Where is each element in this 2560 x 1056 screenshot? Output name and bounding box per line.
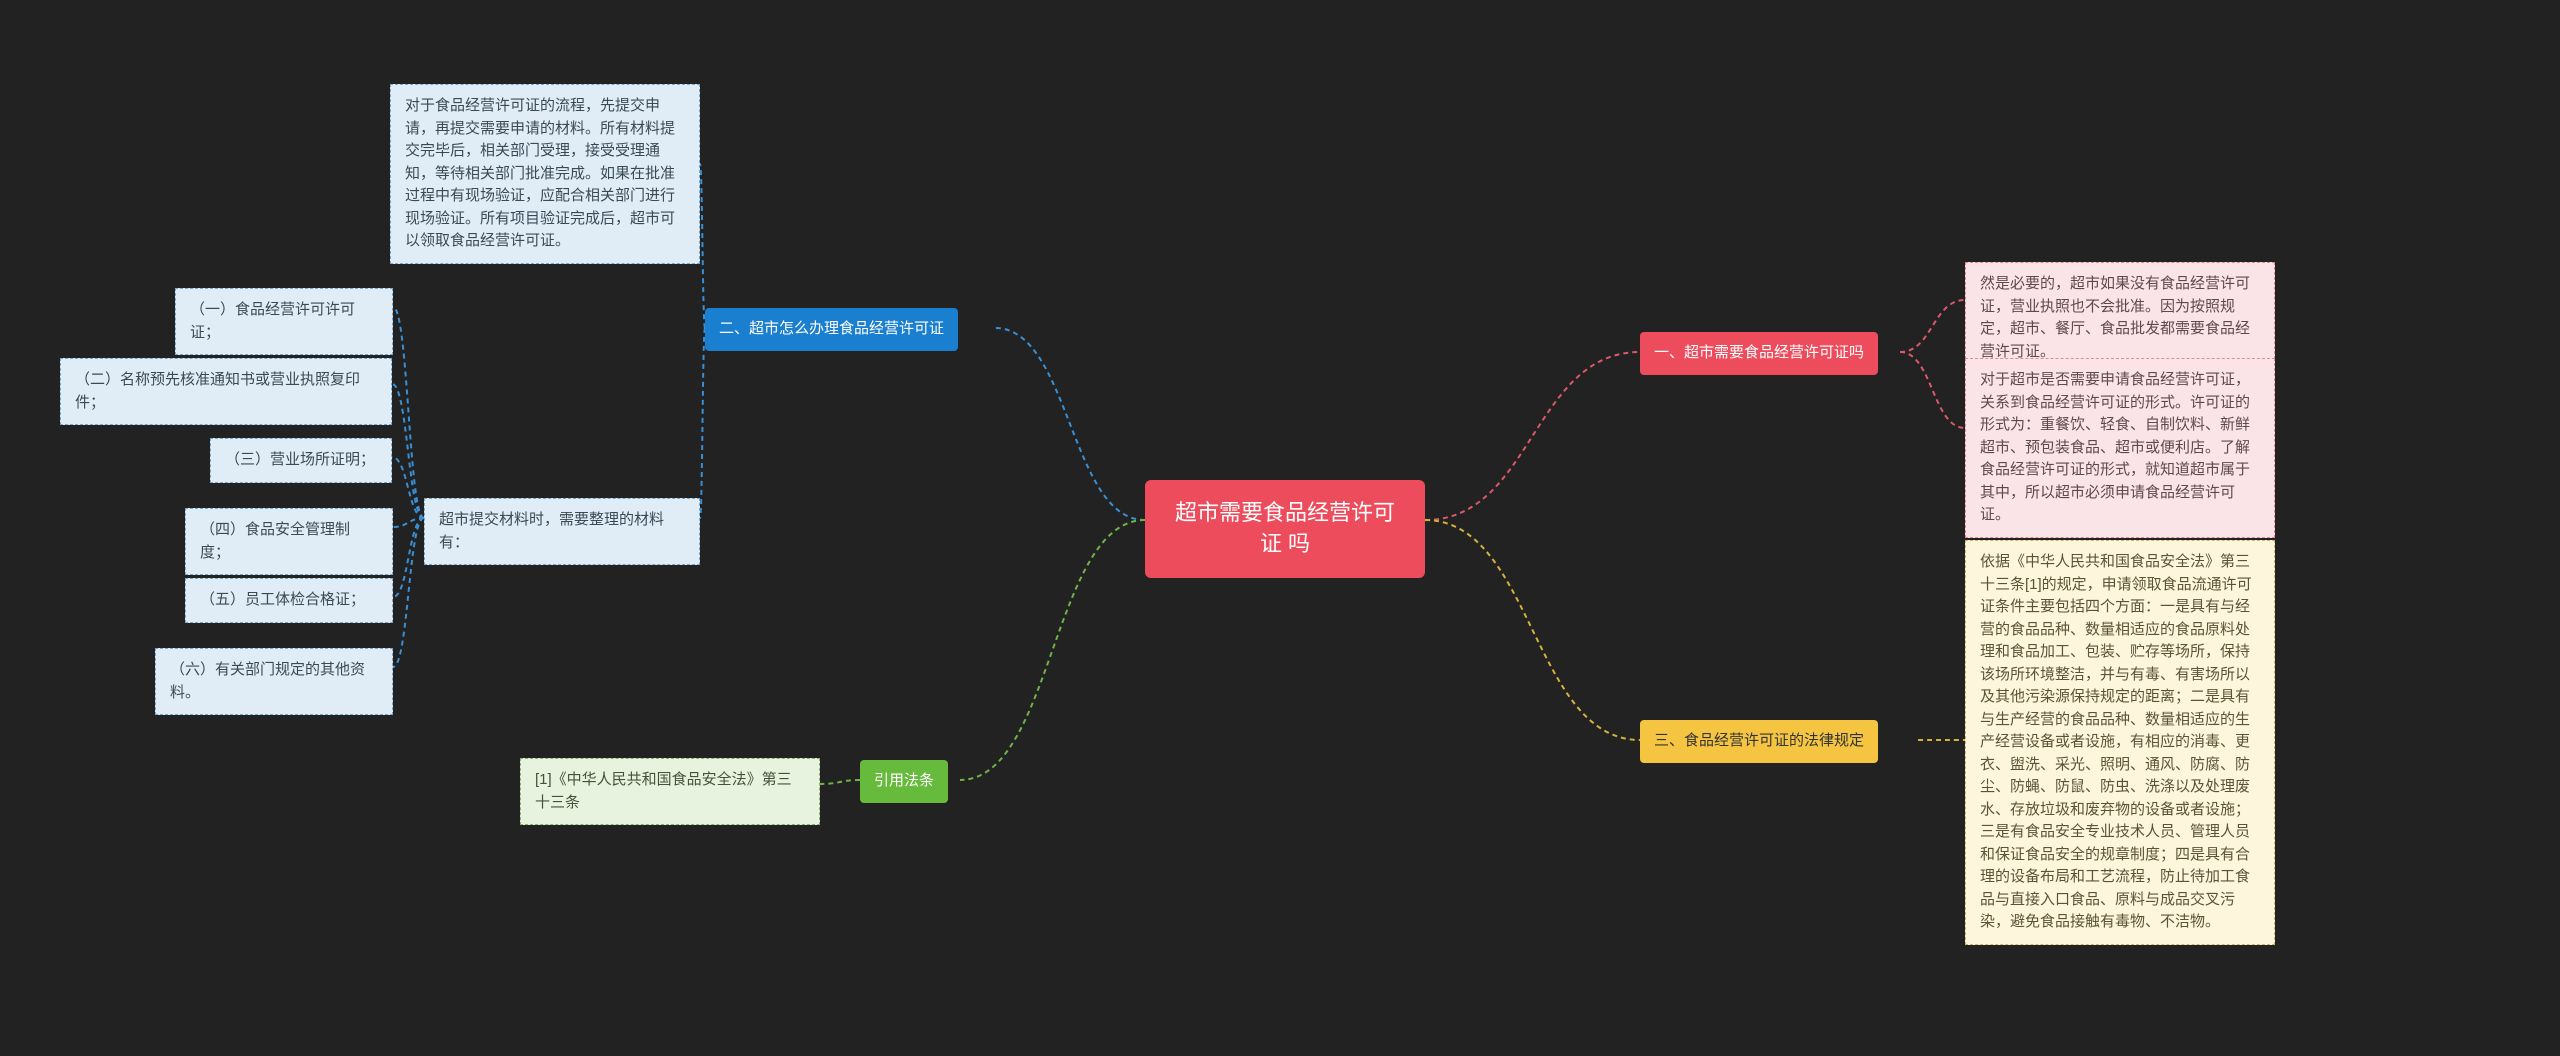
root-node: 超市需要食品经营许可证 吗: [1145, 480, 1425, 578]
branch-4: 引用法条: [860, 760, 948, 803]
branch-2: 二、超市怎么办理食品经营许可证: [705, 308, 958, 351]
branch-4-leaf-1: [1]《中华人民共和国食品安全法》第三十三条: [520, 758, 820, 825]
branch-2-item-1: （一）食品经营许可许可证；: [175, 288, 393, 355]
branch-2-item-2: （二）名称预先核准通知书或营业执照复印件；: [60, 358, 392, 425]
branch-2-item-6: （六）有关部门规定的其他资料。: [155, 648, 393, 715]
branch-2-item-4: （四）食品安全管理制度；: [185, 508, 393, 575]
branch-2-item-3: （三）营业场所证明；: [210, 438, 392, 483]
branch-2-item-5: （五）员工体检合格证；: [185, 578, 393, 623]
branch-1: 一、超市需要食品经营许可证吗: [1640, 332, 1878, 375]
branch-3: 三、食品经营许可证的法律规定: [1640, 720, 1878, 763]
branch-2-leaf-1: 对于食品经营许可证的流程，先提交申请，再提交需要申请的材料。所有材料提交完毕后，…: [390, 84, 700, 264]
branch-3-leaf-1: 依据《中华人民共和国食品安全法》第三十三条[1]的规定，申请领取食品流通许可证条…: [1965, 540, 2275, 945]
branch-2-leaf-2: 超市提交材料时，需要整理的材料有：: [424, 498, 700, 565]
branch-1-leaf-2: 对于超市是否需要申请食品经营许可证，关系到食品经营许可证的形式。许可证的形式为：…: [1965, 358, 2275, 538]
